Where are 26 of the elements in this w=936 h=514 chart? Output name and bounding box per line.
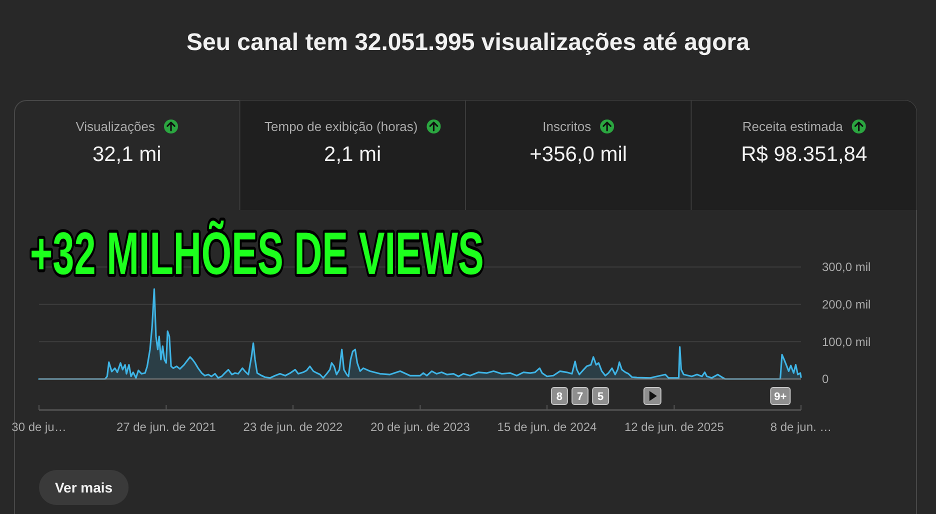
x-tick-label: 27 de jun. de 2021 [116,420,216,434]
text: 32,1 mi [92,143,162,166]
y-tick-label: 0 [822,372,829,386]
text: Inscritos [542,119,592,134]
x-tick-label: 8 de jun. … [770,420,832,434]
x-tick-label: 15 de jun. de 2024 [497,420,598,434]
text: 7 [576,391,584,403]
text: Tempo de exibição (horas) [264,119,418,134]
text: Seu canal tem 32.051.995 visualizações até agora [186,29,750,56]
text: R$ 98.351,84 [741,143,868,166]
x-tick-label: 12 de jun. de 2025 [624,420,724,434]
x-tick-label: 23 de jun. de 2022 [243,420,344,434]
x-tick-label: 20 de jun. de 2023 [370,420,470,434]
text: 9+ [774,391,787,403]
text: 8 [556,391,563,403]
text: +356,0 mil [530,143,628,166]
text: Ver mais [54,480,113,496]
text: Receita estimada [742,119,844,134]
y-tick-label: 300,0 mil [822,260,871,274]
y-tick-label: 100,0 mil [822,334,871,349]
text: 5 [598,391,604,403]
chart-title: +32 MILHÕES DE VIEWS [30,219,484,288]
x-tick-label: 30 de ju… [12,420,66,434]
text: Visualizações [76,119,156,134]
y-tick-label: 200,0 mil [822,298,871,312]
text: 2,1 mi [324,143,382,166]
